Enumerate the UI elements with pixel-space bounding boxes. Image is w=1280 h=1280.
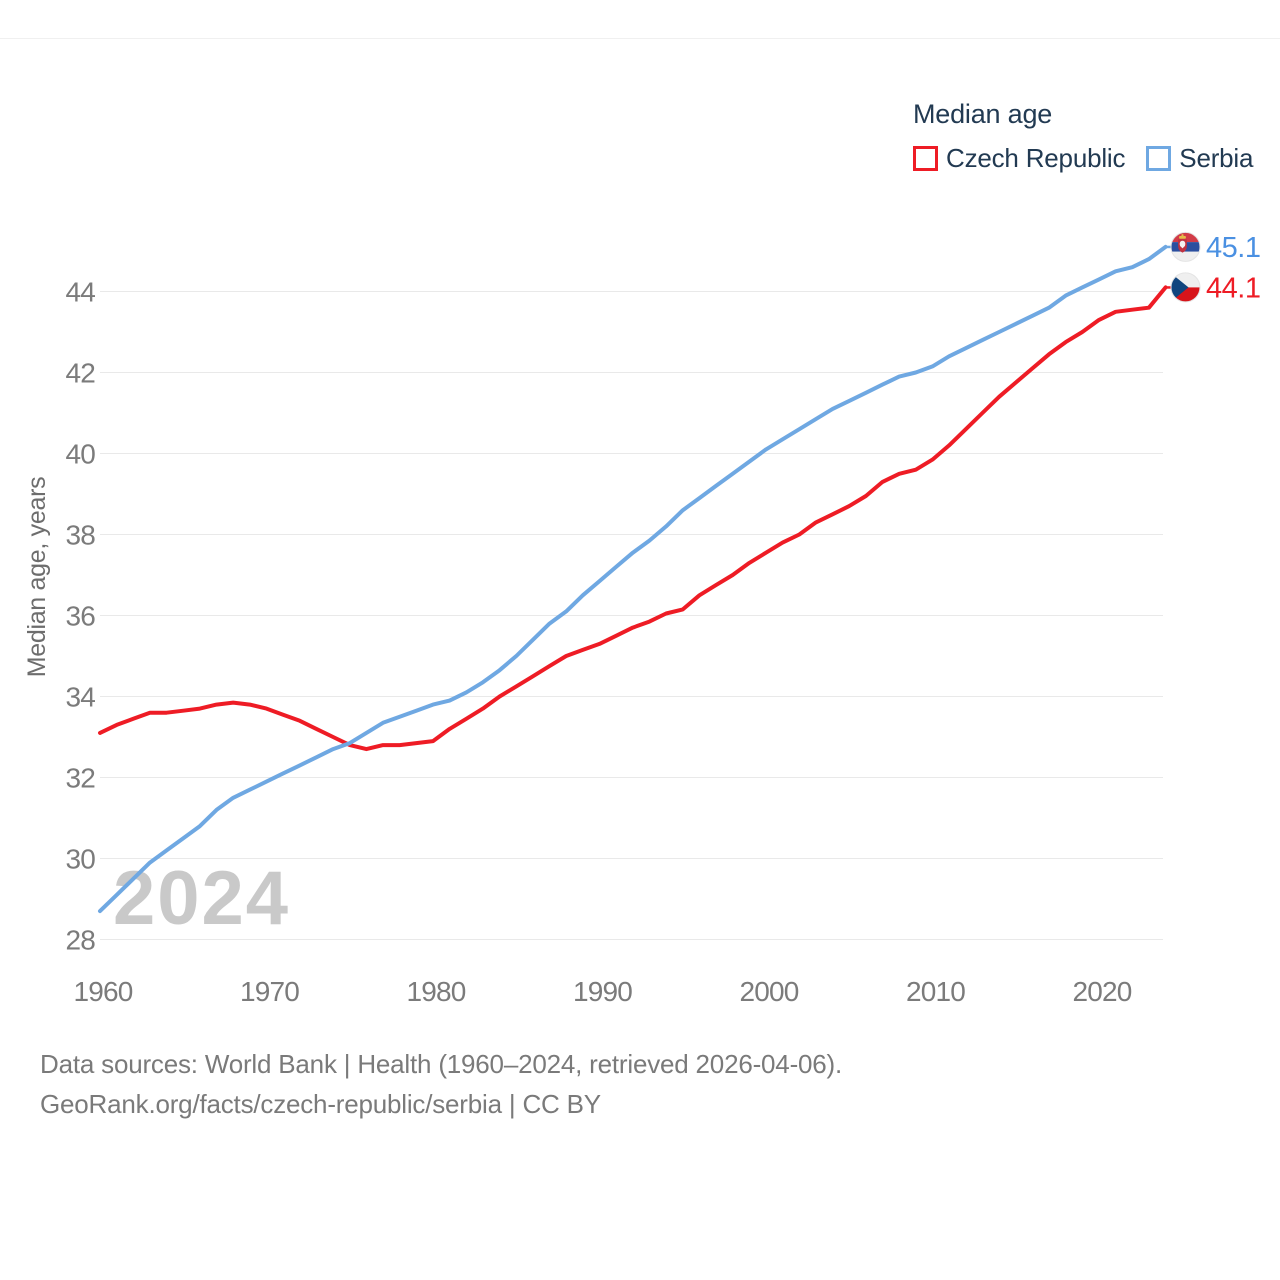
y-tick-label-38: 38: [65, 520, 95, 551]
footer-line-sources: Data sources: World Bank | Health (1960–…: [40, 1049, 843, 1079]
legend-item-serbia[interactable]: Serbia: [1146, 143, 1253, 174]
y-tick-label-40: 40: [65, 439, 95, 470]
flag-icon-serbia: [1170, 231, 1201, 262]
legend-label-czech-republic: Czech Republic: [946, 143, 1126, 173]
y-tick-label-28: 28: [65, 925, 95, 956]
series-line-serbia: [98, 244, 1168, 914]
series-line-czech-republic: [98, 285, 1168, 752]
x-tick-label-1970: 1970: [240, 976, 299, 1007]
data-source-footer: Data sources: World Bank | Health (1960–…: [40, 1044, 842, 1124]
watermark-year: 2024: [113, 856, 290, 941]
legend-swatch-serbia: [1146, 146, 1172, 171]
x-tick-label-2020: 2020: [1072, 976, 1131, 1007]
legend-item-czech-republic[interactable]: Czech Republic: [913, 143, 1125, 174]
footer-line-attribution: GeoRank.org/facts/czech-republic/serbia …: [40, 1089, 601, 1119]
legend-items: Czech Republic Serbia: [913, 143, 1253, 174]
x-tick-label-1960: 1960: [73, 976, 132, 1007]
y-tick-label-30: 30: [65, 844, 95, 875]
legend-label-serbia: Serbia: [1179, 143, 1254, 173]
legend-swatch-czech-republic: [913, 146, 938, 171]
x-tick-label-2000: 2000: [739, 976, 798, 1007]
y-tick-label-36: 36: [65, 601, 95, 632]
y-tick-label-42: 42: [65, 358, 95, 389]
x-tick-label-1980: 1980: [406, 976, 465, 1007]
y-axis-title: Median age, years: [23, 477, 51, 678]
y-tick-label-44: 44: [65, 277, 95, 308]
flag-icon-czech-republic: [1170, 272, 1201, 303]
end-value-czech-republic: 44.1: [1206, 272, 1260, 304]
legend: Median age Czech Republic Serbia: [913, 99, 1253, 174]
x-tick-label-1990: 1990: [573, 976, 632, 1007]
y-tick-label-32: 32: [65, 763, 95, 794]
x-tick-label-2010: 2010: [906, 976, 965, 1007]
y-tick-label-34: 34: [65, 682, 95, 713]
legend-title: Median age: [913, 99, 1053, 129]
top-divider: [0, 38, 1280, 39]
end-value-serbia: 45.1: [1206, 232, 1260, 264]
